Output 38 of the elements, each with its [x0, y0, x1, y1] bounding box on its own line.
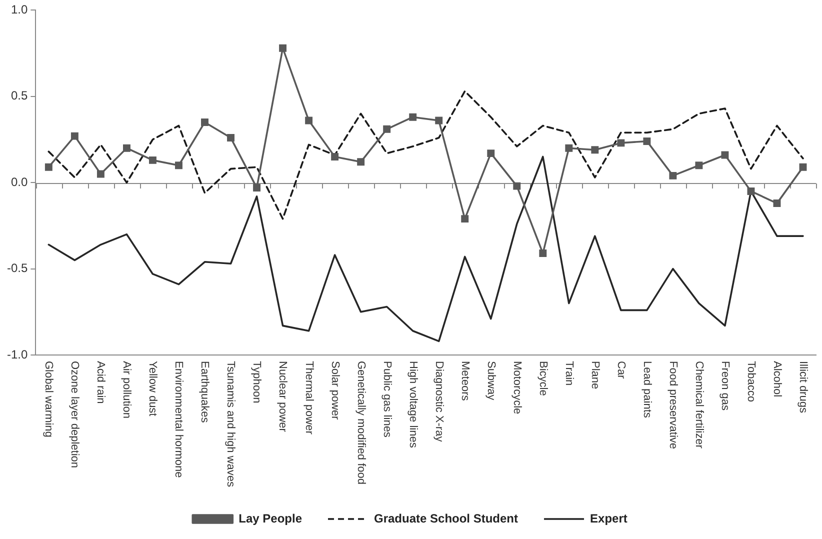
y-tick-label: -1.0	[6, 347, 28, 362]
x-tick-label: Genetically modified food	[354, 361, 367, 485]
x-tick-label: Freon gas	[718, 361, 731, 412]
legend-label: Expert	[590, 511, 628, 526]
x-tick-label: Food preservative	[666, 361, 679, 450]
x-tick-label: Chemical fertilizer	[692, 361, 705, 449]
x-tick-label: Typhoon	[250, 361, 263, 404]
x-tick-label: Meteors	[458, 361, 471, 402]
x-tick-label: Subway	[484, 361, 497, 401]
x-tick-label: Train	[562, 361, 575, 386]
x-tick-label: Ozone layer depletion	[68, 361, 81, 468]
x-tick-label: Nuclear power	[276, 361, 289, 432]
x-tick-label: Lead paints	[640, 361, 653, 418]
x-tick-label: Diagnostic X-ray	[432, 361, 445, 442]
x-tick-label: High voltage lines	[406, 361, 419, 448]
y-tick-label: -0.5	[6, 261, 28, 276]
x-tick-label: Solar power	[328, 361, 341, 420]
x-tick-label: Air pollution	[120, 361, 133, 418]
y-tick-label: 0.0	[10, 174, 28, 189]
x-tick-label: Tsunamis and high waves	[224, 361, 237, 488]
x-tick-label: Bicycle	[536, 361, 549, 396]
y-tick-label: 1.0	[10, 2, 28, 17]
x-tick-label: Car	[614, 361, 627, 380]
x-tick-label: Alcohol	[770, 361, 783, 398]
x-tick-label: Yellow dust	[146, 361, 159, 416]
x-tick-label: Thermal power	[302, 361, 315, 435]
x-tick-label: Global warming	[42, 361, 55, 438]
y-tick-label: 0.5	[10, 88, 28, 103]
x-tick-label: Tobacco	[744, 361, 757, 402]
x-tick-label: Environmental hormone	[172, 361, 185, 478]
legend-label: Lay People	[238, 511, 302, 526]
x-tick-label: Public gas lines	[380, 361, 393, 438]
x-tick-label: Illicit drugs	[796, 361, 809, 414]
x-tick-label: Motorcycle	[510, 361, 523, 414]
legend-label: Graduate School Student	[374, 511, 518, 526]
x-tick-label: Earthquakes	[198, 361, 211, 424]
x-tick-label: Acid rain	[94, 361, 107, 404]
x-tick-label: Plane	[588, 361, 601, 390]
